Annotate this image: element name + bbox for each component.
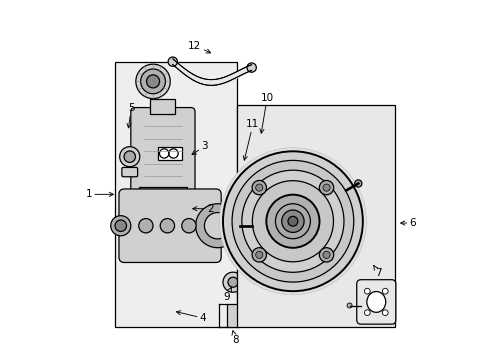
Bar xyxy=(237,105,394,327)
Circle shape xyxy=(346,303,351,308)
Bar xyxy=(226,304,239,327)
Circle shape xyxy=(227,277,238,287)
Circle shape xyxy=(252,180,266,195)
Bar xyxy=(150,99,175,114)
Circle shape xyxy=(115,220,126,231)
Circle shape xyxy=(319,180,333,195)
Text: 1: 1 xyxy=(85,189,113,199)
Circle shape xyxy=(120,147,140,167)
Text: 9: 9 xyxy=(223,287,231,302)
Circle shape xyxy=(364,288,369,294)
Circle shape xyxy=(182,219,196,233)
Circle shape xyxy=(281,210,304,233)
Circle shape xyxy=(354,180,361,187)
Circle shape xyxy=(246,63,256,72)
Circle shape xyxy=(319,248,333,262)
Circle shape xyxy=(275,204,310,239)
Circle shape xyxy=(382,288,387,294)
Circle shape xyxy=(239,207,253,221)
Text: 7: 7 xyxy=(373,265,381,278)
Circle shape xyxy=(110,216,131,236)
Text: 10: 10 xyxy=(259,93,273,133)
Circle shape xyxy=(143,194,152,202)
Circle shape xyxy=(232,161,353,282)
Circle shape xyxy=(141,69,165,94)
Circle shape xyxy=(139,219,153,233)
Circle shape xyxy=(266,195,319,248)
Circle shape xyxy=(146,75,159,88)
Text: 12: 12 xyxy=(188,41,210,53)
FancyBboxPatch shape xyxy=(119,189,221,262)
FancyBboxPatch shape xyxy=(356,280,395,324)
Bar xyxy=(139,187,187,205)
Circle shape xyxy=(252,248,266,262)
Circle shape xyxy=(161,194,169,202)
Text: 11: 11 xyxy=(243,120,259,160)
Circle shape xyxy=(252,181,333,262)
Circle shape xyxy=(247,219,260,232)
Text: 4: 4 xyxy=(176,311,206,323)
FancyBboxPatch shape xyxy=(131,108,195,195)
Circle shape xyxy=(223,151,362,291)
Text: 8: 8 xyxy=(231,331,238,345)
Text: 2: 2 xyxy=(192,204,213,214)
Bar xyxy=(238,175,255,202)
Circle shape xyxy=(242,170,343,272)
FancyBboxPatch shape xyxy=(122,167,137,177)
Bar xyxy=(115,62,237,327)
Text: 6: 6 xyxy=(400,218,415,228)
Circle shape xyxy=(243,211,250,218)
Circle shape xyxy=(168,57,177,66)
Circle shape xyxy=(219,148,366,295)
Bar xyxy=(158,147,182,160)
Text: 3: 3 xyxy=(192,141,208,154)
Circle shape xyxy=(195,204,239,248)
Circle shape xyxy=(287,216,297,226)
Ellipse shape xyxy=(366,292,385,312)
Bar xyxy=(241,187,246,198)
Circle shape xyxy=(382,310,387,316)
Circle shape xyxy=(255,184,263,191)
Circle shape xyxy=(124,151,135,162)
Circle shape xyxy=(364,310,369,316)
Circle shape xyxy=(223,272,243,292)
Circle shape xyxy=(255,251,263,258)
Circle shape xyxy=(136,64,170,99)
Circle shape xyxy=(204,212,230,239)
Text: 5: 5 xyxy=(127,103,134,128)
Circle shape xyxy=(322,251,329,258)
Circle shape xyxy=(160,219,174,233)
Circle shape xyxy=(322,184,329,191)
